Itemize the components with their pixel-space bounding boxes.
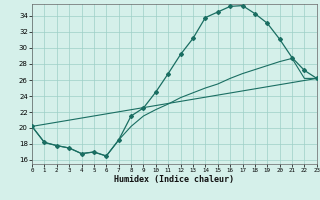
X-axis label: Humidex (Indice chaleur): Humidex (Indice chaleur) bbox=[115, 175, 234, 184]
